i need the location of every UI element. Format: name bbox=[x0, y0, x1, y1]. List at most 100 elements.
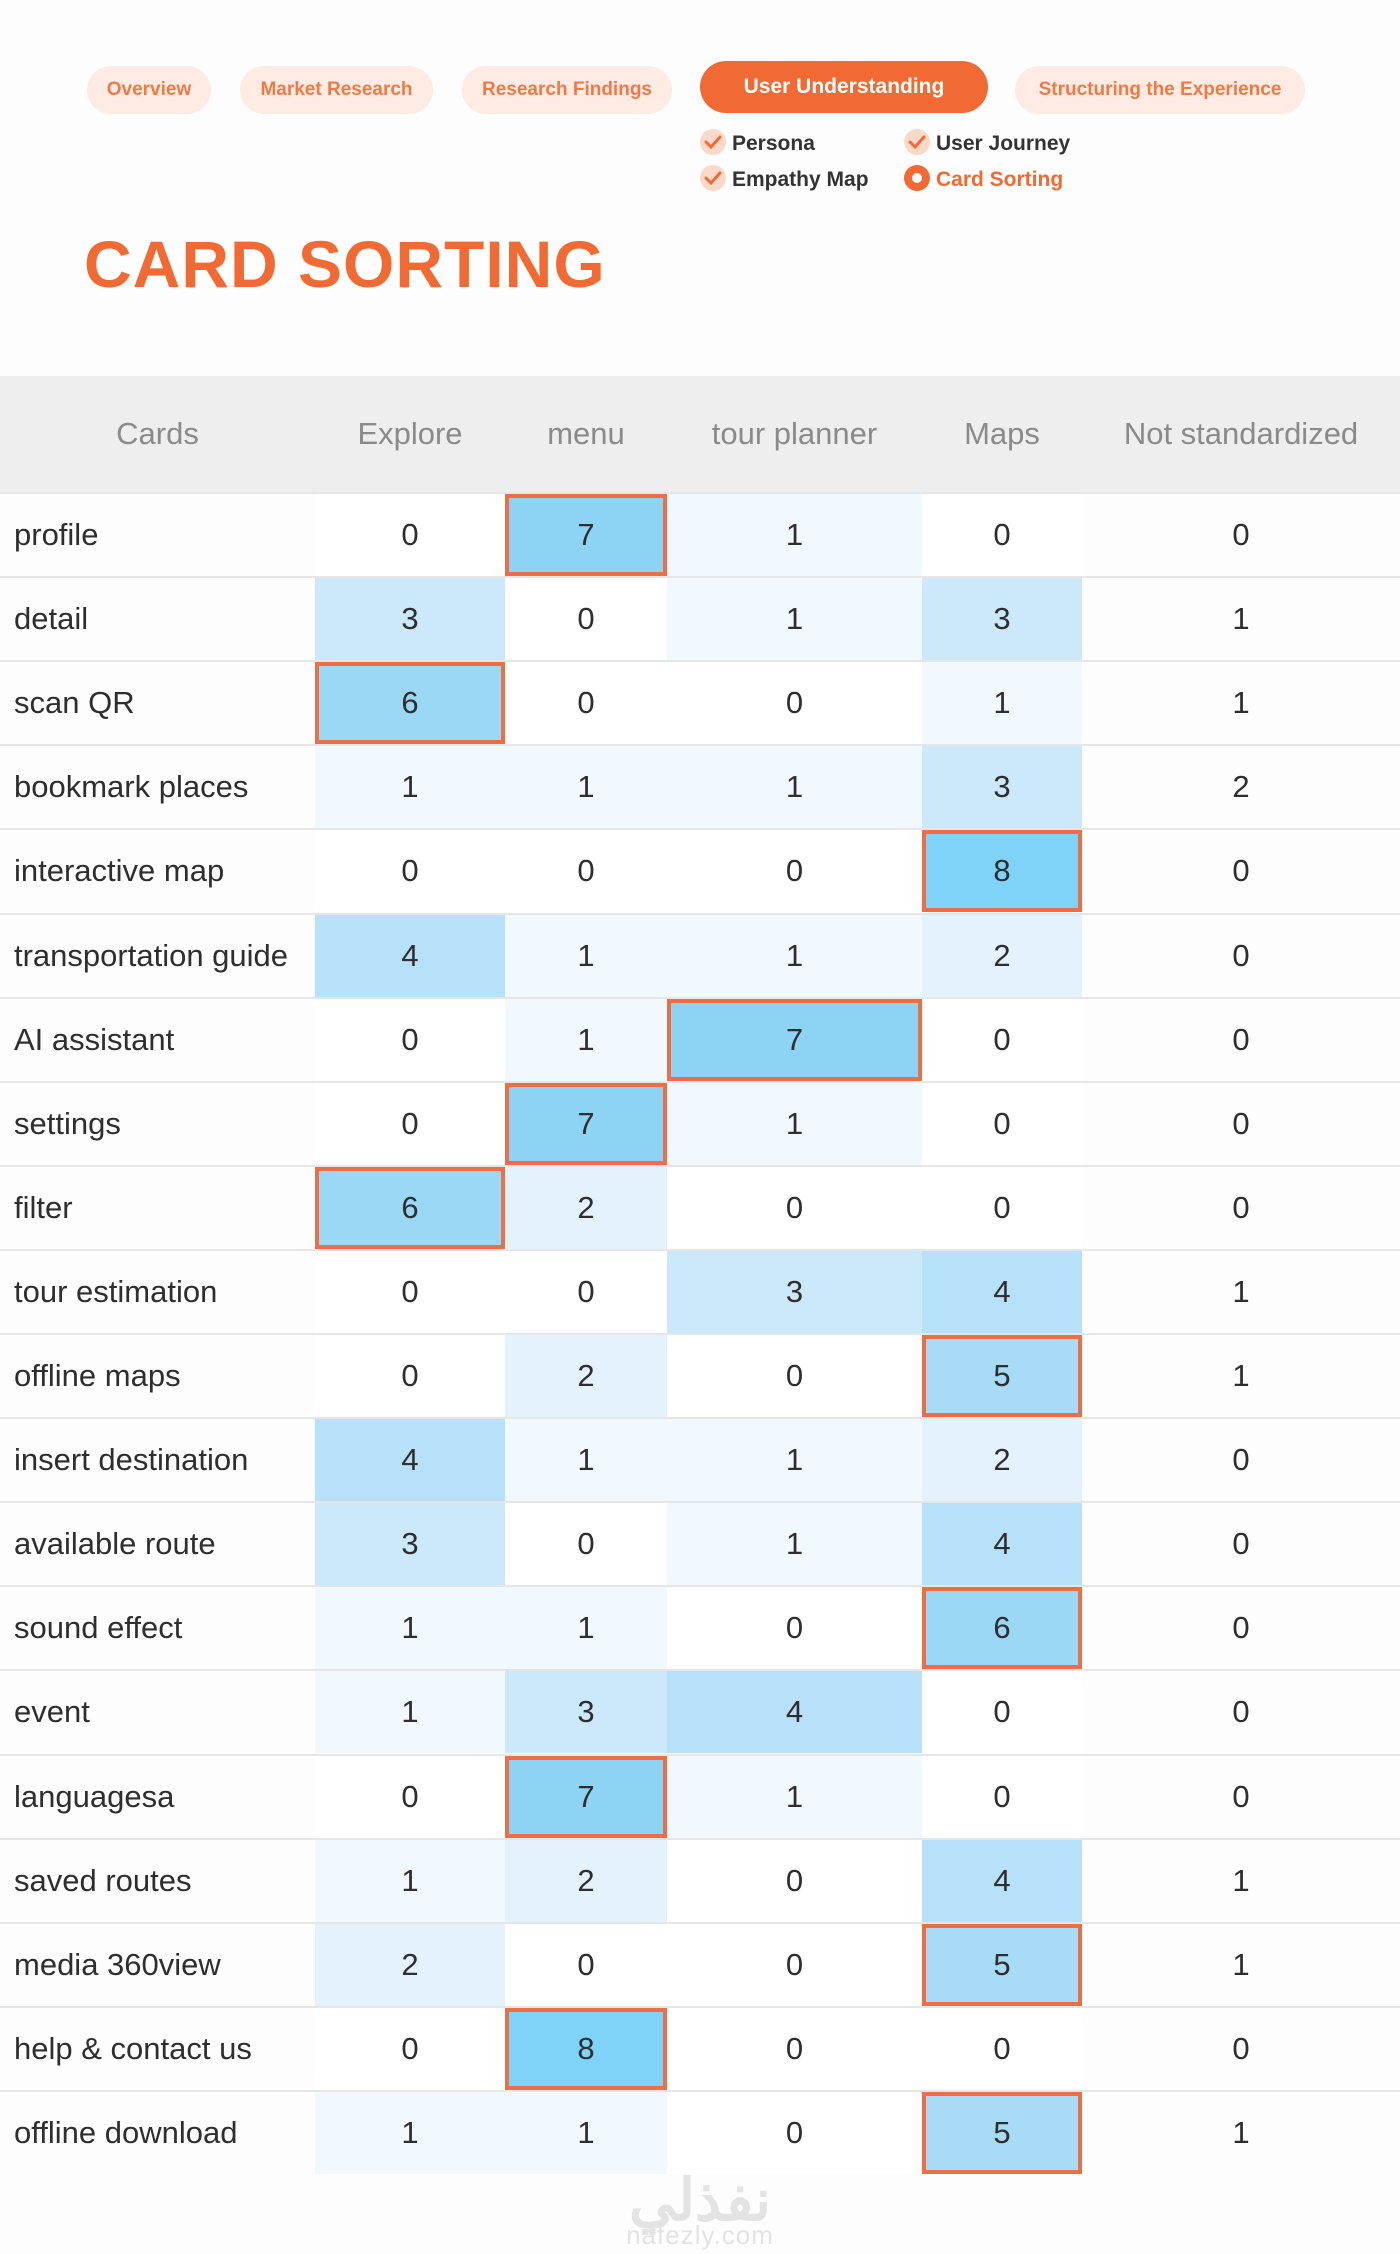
count-cell: 1 bbox=[667, 1503, 922, 1586]
count-cell: 0 bbox=[922, 998, 1082, 1081]
count-cell: 0 bbox=[922, 2007, 1082, 2090]
card-label: tour estimation bbox=[14, 1273, 218, 1309]
watermark-url: nafezly.com bbox=[626, 2220, 774, 2250]
count-cell: 1 bbox=[505, 998, 667, 1081]
table-header: Cards Explore menu tour planner Maps Not… bbox=[0, 376, 1400, 492]
count-cell: 2 bbox=[922, 1419, 1082, 1502]
count-cell: 0 bbox=[667, 662, 922, 745]
card-label: interactive map bbox=[14, 853, 225, 889]
count-cell: 3 bbox=[922, 578, 1082, 661]
count-cell: 1 bbox=[505, 1419, 667, 1502]
table-row: sound effect 1 1 0 6 0 bbox=[0, 1585, 1400, 1670]
count-cell: 1 bbox=[667, 1755, 922, 1838]
count-cell: 0 bbox=[667, 1839, 922, 1922]
count-cell: 0 bbox=[505, 1923, 667, 2006]
count-cell: 1 bbox=[505, 2091, 667, 2174]
count-cell: 4 bbox=[667, 1671, 922, 1754]
table-row: saved routes 1 2 0 4 1 bbox=[0, 1837, 1400, 1922]
table-row: settings 0 7 1 0 0 bbox=[0, 1080, 1400, 1165]
table-row: detail 3 0 1 3 1 bbox=[0, 576, 1400, 661]
card-label: event bbox=[14, 1694, 90, 1730]
tab-structuring-the-experience[interactable]: Structuring the Experience bbox=[1015, 66, 1305, 114]
column-header-cards: Cards bbox=[116, 416, 199, 451]
table-row: bookmark places 1 1 1 3 2 bbox=[0, 744, 1400, 829]
count-cell: 7 bbox=[505, 1755, 667, 1838]
count-cell: 1 bbox=[1232, 1946, 1250, 1982]
count-cell: 1 bbox=[505, 914, 667, 997]
count-cell: 0 bbox=[667, 2007, 922, 2090]
subnav-label: Persona bbox=[732, 132, 815, 155]
table-row: offline download 1 1 0 5 1 bbox=[0, 2089, 1400, 2174]
column-header-tour-planner: tour planner bbox=[711, 416, 878, 451]
count-cell: 2 bbox=[315, 1923, 505, 2006]
count-cell: 0 bbox=[315, 1082, 505, 1165]
section-nav: Overview Market Research Research Findin… bbox=[0, 61, 1400, 114]
count-cell: 4 bbox=[922, 1250, 1082, 1333]
count-cell: 1 bbox=[315, 2091, 505, 2174]
card-label: media 360view bbox=[14, 1946, 221, 1982]
count-cell: 0 bbox=[922, 1671, 1082, 1754]
count-cell: 0 bbox=[505, 662, 667, 745]
table-row: help & contact us 0 8 0 0 0 bbox=[0, 2005, 1400, 2090]
count-cell: 0 bbox=[1232, 1021, 1250, 1057]
check-icon bbox=[700, 129, 726, 156]
column-header-menu: menu bbox=[547, 416, 625, 451]
count-cell: 0 bbox=[315, 1755, 505, 1838]
count-cell: 0 bbox=[1232, 937, 1250, 973]
count-cell: 0 bbox=[922, 494, 1082, 577]
count-cell: 0 bbox=[667, 830, 922, 913]
count-cell: 0 bbox=[315, 1335, 505, 1418]
table-row: scan QR 6 0 0 1 1 bbox=[0, 660, 1400, 745]
count-cell: 1 bbox=[667, 578, 922, 661]
card-label: filter bbox=[14, 1189, 73, 1225]
count-cell: 5 bbox=[922, 1335, 1082, 1418]
count-cell: 0 bbox=[667, 1587, 922, 1670]
count-cell: 0 bbox=[667, 1923, 922, 2006]
subnav-user-journey[interactable]: User Journey bbox=[904, 128, 1070, 160]
count-cell: 5 bbox=[922, 1923, 1082, 2006]
tab-user-understanding[interactable]: User Understanding bbox=[700, 61, 988, 113]
count-cell: 0 bbox=[315, 2007, 505, 2090]
column-header-explore: Explore bbox=[357, 416, 463, 451]
count-cell: 0 bbox=[315, 830, 505, 913]
count-cell: 3 bbox=[315, 1503, 505, 1586]
count-cell: 0 bbox=[315, 494, 505, 577]
check-icon bbox=[700, 165, 726, 192]
card-label: help & contact us bbox=[14, 2030, 252, 2066]
card-label: languagesa bbox=[14, 1778, 175, 1814]
subnav-card-sorting[interactable]: Card Sorting bbox=[904, 164, 1063, 196]
count-cell: 0 bbox=[315, 1250, 505, 1333]
card-label: offline download bbox=[14, 2114, 238, 2150]
count-cell: 0 bbox=[1232, 1694, 1250, 1730]
count-cell: 1 bbox=[667, 1419, 922, 1502]
count-cell: 1 bbox=[667, 746, 922, 829]
count-cell: 0 bbox=[505, 1250, 667, 1333]
card-label: bookmark places bbox=[14, 769, 249, 805]
count-cell: 4 bbox=[315, 914, 505, 997]
card-label: available route bbox=[14, 1526, 216, 1562]
table-row: transportation guide 4 1 1 2 0 bbox=[0, 912, 1400, 997]
card-label: offline maps bbox=[14, 1358, 181, 1394]
tab-research-findings[interactable]: Research Findings bbox=[462, 66, 672, 114]
subnav-empathy-map[interactable]: Empathy Map bbox=[700, 164, 869, 196]
count-cell: 6 bbox=[315, 662, 505, 745]
count-cell: 1 bbox=[667, 494, 922, 577]
count-cell: 3 bbox=[667, 1250, 922, 1333]
subnav-persona[interactable]: Persona bbox=[700, 128, 815, 160]
tab-overview[interactable]: Overview bbox=[87, 66, 211, 114]
count-cell: 1 bbox=[315, 1671, 505, 1754]
count-cell: 1 bbox=[315, 1839, 505, 1922]
count-cell: 1 bbox=[1232, 1358, 1250, 1394]
count-cell: 0 bbox=[922, 1755, 1082, 1838]
count-cell: 6 bbox=[315, 1166, 505, 1249]
count-cell: 7 bbox=[505, 494, 667, 577]
count-cell: 0 bbox=[922, 1082, 1082, 1165]
count-cell: 0 bbox=[1232, 1189, 1250, 1225]
count-cell: 2 bbox=[505, 1166, 667, 1249]
watermark-logo: نفذلي bbox=[629, 2168, 771, 2233]
count-cell: 0 bbox=[1232, 1442, 1250, 1478]
radio-selected-icon bbox=[904, 165, 930, 192]
count-cell: 1 bbox=[505, 746, 667, 829]
tab-market-research[interactable]: Market Research bbox=[240, 66, 433, 114]
column-header-not-standardized: Not standardized bbox=[1123, 416, 1359, 451]
